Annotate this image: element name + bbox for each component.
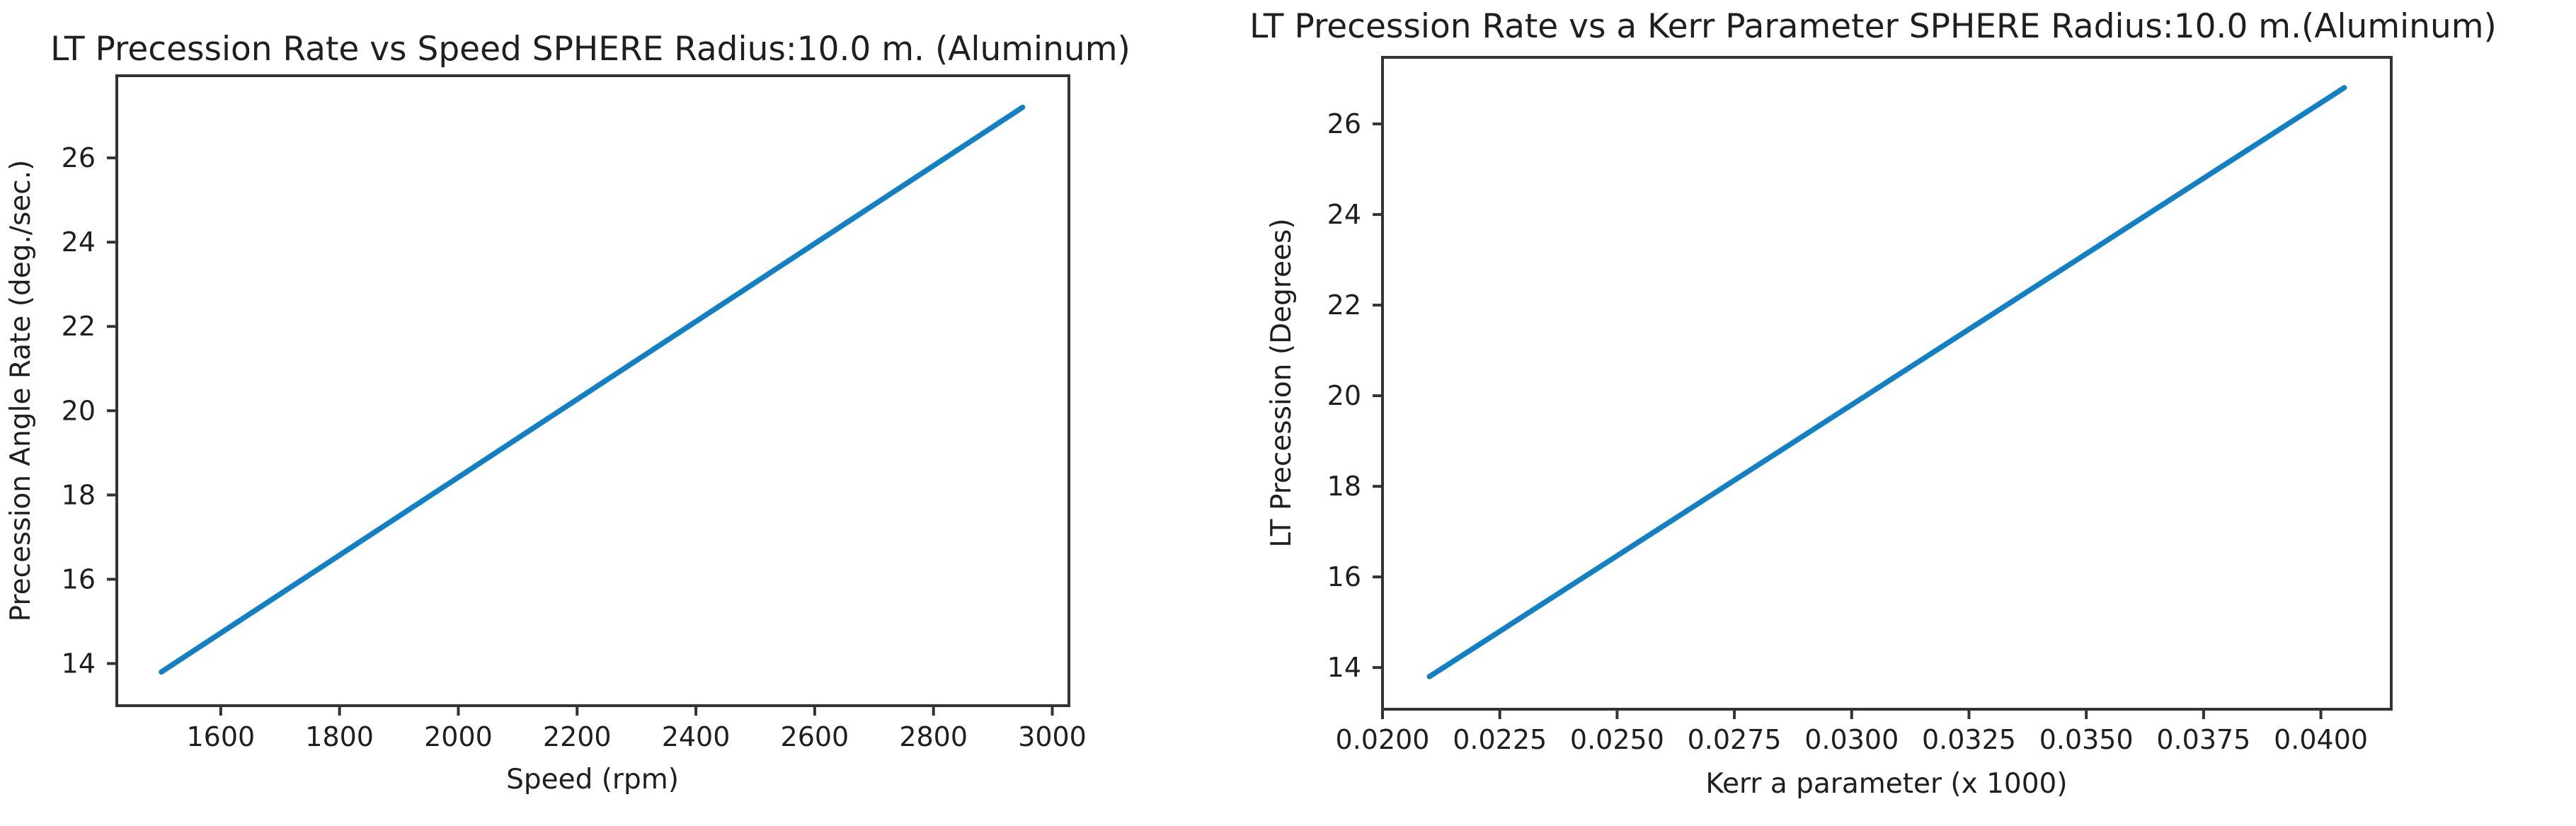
x-tick-label: 2400 xyxy=(662,721,731,752)
chart-panel-0: 1600 1800 2000 2200 2400 2600 2800 3000 14 16 18 20… xyxy=(5,30,1130,796)
y-tick-label: 22 xyxy=(62,311,96,342)
x-tick-label: 0.0325 xyxy=(1922,724,2016,755)
x-tick-label: 0.0250 xyxy=(1570,724,1664,755)
x-tick-label: 0.0400 xyxy=(2274,724,2368,755)
x-axis-label: Speed (rpm) xyxy=(506,764,679,796)
y-tick-label: 24 xyxy=(62,226,96,258)
y-axis-label: LT Precession (Degrees) xyxy=(1266,218,1298,547)
plot-frame xyxy=(115,74,1070,707)
series-line xyxy=(159,104,1026,675)
x-tick-label: 2200 xyxy=(543,721,612,752)
plot-frame xyxy=(1381,56,2393,711)
x-tick-label: 0.0275 xyxy=(1688,724,1782,755)
y-tick-label: 26 xyxy=(1327,108,1361,139)
x-tick-label: 0.0200 xyxy=(1336,724,1430,755)
y-tick-label: 18 xyxy=(1327,471,1361,502)
y-tick-label: 16 xyxy=(62,563,96,595)
chart-title: LT Precession Rate vs Speed SPHERE Radiu… xyxy=(50,30,1130,69)
y-tick-label: 18 xyxy=(62,479,96,510)
y-tick-label: 26 xyxy=(62,142,96,173)
chart-title: LT Precession Rate vs a Kerr Parameter S… xyxy=(1249,7,2497,46)
x-tick-label: 0.0300 xyxy=(1804,724,1899,755)
y-tick-label: 24 xyxy=(1327,199,1361,230)
y-tick-label: 14 xyxy=(62,648,96,679)
x-tick-label: 2800 xyxy=(899,721,968,752)
x-tick-label: 1800 xyxy=(305,721,374,752)
x-tick-label: 1600 xyxy=(186,721,255,752)
y-tick-label: 20 xyxy=(1327,380,1361,411)
x-axis-label: Kerr a parameter (x 1000) xyxy=(1705,768,2067,800)
x-tick-label: 0.0225 xyxy=(1453,724,1547,755)
series-line xyxy=(1426,85,2347,679)
y-axis-label: Precession Angle Rate (deg./sec.) xyxy=(5,160,37,622)
y-tick-label: 20 xyxy=(62,395,96,426)
chart-panel-1: 0.0200 0.0225 0.0250 0.0275 0.0300 0.0325 0.03… xyxy=(1249,7,2497,800)
x-tick-label: 0.0375 xyxy=(2156,724,2250,755)
y-tick-label: 14 xyxy=(1327,652,1361,683)
y-tick-label: 22 xyxy=(1327,289,1361,321)
x-tick-label: 0.0350 xyxy=(2039,724,2134,755)
x-tick-label: 2600 xyxy=(781,721,849,752)
x-tick-label: 3000 xyxy=(1018,721,1087,752)
y-tick-label: 16 xyxy=(1327,561,1361,592)
x-tick-label: 2000 xyxy=(424,721,493,752)
